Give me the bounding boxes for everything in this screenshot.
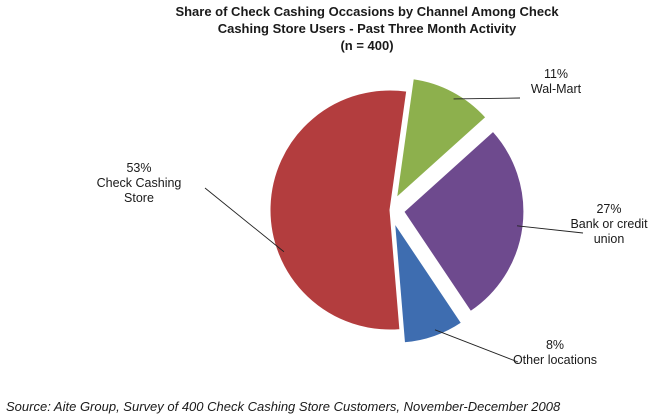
leader-lines <box>204 97 584 363</box>
slice-label-check-cashing-store: 53% Check Cashing Store <box>97 161 182 205</box>
leader-line-check-cashing-store <box>204 187 285 253</box>
leader-line-wal-mart <box>453 97 521 100</box>
leader-line-other-locations <box>434 329 519 363</box>
pie-slice-check-cashing-store <box>269 89 408 331</box>
slice-label-bank-or-credit-union: 27% Bank or credit union <box>570 202 648 246</box>
slice-label-other-locations: 8% Other locations <box>513 338 597 367</box>
chart-title-line-2: Cashing Store Users - Past Three Month A… <box>218 21 517 36</box>
chart-title-line-1: Share of Check Cashing Occasions by Chan… <box>175 4 559 19</box>
pie-slice-wal-mart <box>395 78 487 199</box>
pie-slices <box>269 78 525 344</box>
pie-slice-other-locations <box>393 221 463 344</box>
source-note: Source: Aite Group, Survey of 400 Check … <box>6 399 561 414</box>
pie-chart: Share of Check Cashing Occasions by Chan… <box>97 4 648 367</box>
leader-line-bank-or-credit-union <box>516 225 584 234</box>
slice-label-wal-mart: 11% Wal-Mart <box>531 67 582 96</box>
slice-labels: 11% Wal-Mart 27% Bank or credit union 8% Other… <box>97 67 648 367</box>
chart-title-line-3: (n = 400) <box>340 38 393 53</box>
